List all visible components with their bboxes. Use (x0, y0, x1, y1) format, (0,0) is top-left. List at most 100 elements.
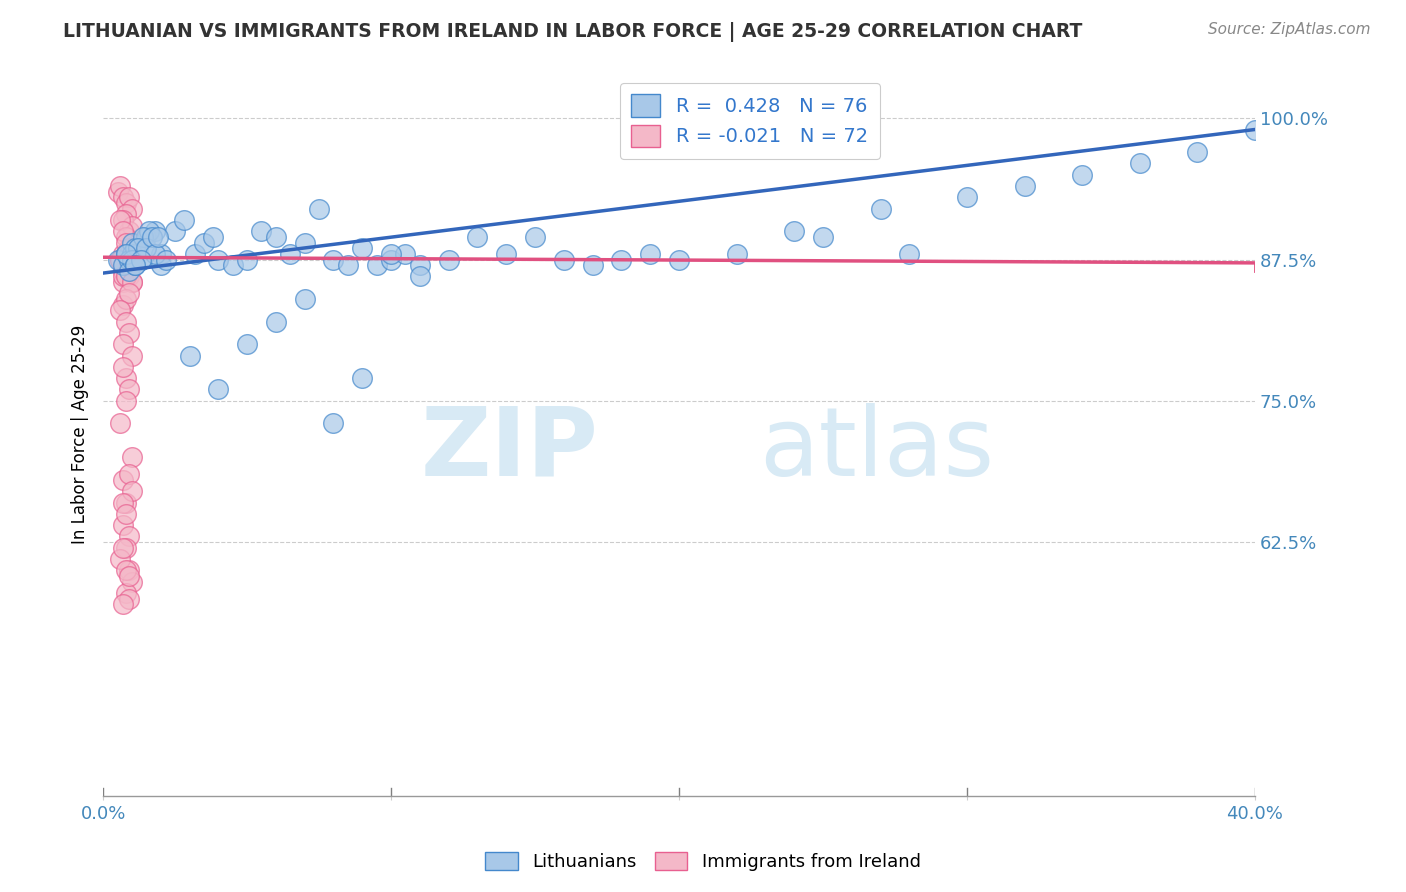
Point (135, 230, 157, 244)
Point (143, 224, 166, 238)
Point (118, 264, 141, 278)
Point (112, 269, 135, 284)
Point (308, 202, 330, 216)
Point (207, 383, 229, 397)
Point (118, 252, 141, 267)
Point (112, 541, 135, 555)
Point (155, 252, 177, 267)
Point (118, 591, 141, 606)
Point (115, 315, 138, 329)
Point (294, 235, 316, 250)
Point (869, 202, 891, 216)
Point (110, 552, 132, 566)
Point (294, 292, 316, 306)
Point (115, 247, 138, 261)
Point (118, 326, 141, 340)
Point (124, 258, 146, 272)
Point (110, 179, 132, 194)
Point (409, 269, 432, 284)
Point (467, 230, 489, 244)
Point (207, 252, 229, 267)
Point (121, 275, 143, 289)
Point (115, 269, 138, 284)
Point (121, 252, 143, 267)
Point (112, 224, 135, 238)
Point (112, 359, 135, 374)
Point (118, 241, 141, 255)
Point (380, 247, 402, 261)
Point (118, 269, 141, 284)
Point (112, 213, 135, 227)
Point (107, 185, 129, 199)
Point (118, 258, 141, 272)
Point (121, 450, 143, 465)
Point (236, 337, 259, 351)
Point (110, 303, 132, 318)
Point (115, 586, 138, 600)
Point (264, 315, 287, 329)
Point (1071, 168, 1094, 182)
Point (322, 252, 344, 267)
Point (118, 563, 141, 577)
Point (121, 258, 143, 272)
Point (115, 247, 138, 261)
Point (127, 241, 149, 255)
Point (118, 383, 141, 397)
Point (118, 529, 141, 543)
Point (118, 467, 141, 482)
Point (173, 213, 195, 227)
Point (115, 230, 138, 244)
Point (149, 247, 172, 261)
Point (107, 252, 129, 267)
Point (138, 224, 160, 238)
Point (121, 235, 143, 250)
Point (115, 264, 138, 278)
Point (112, 258, 135, 272)
Point (149, 258, 172, 272)
Point (118, 224, 141, 238)
Point (115, 292, 138, 306)
Point (193, 235, 215, 250)
Point (115, 207, 138, 221)
Point (112, 298, 135, 312)
Point (118, 247, 141, 261)
Point (264, 230, 287, 244)
Point (121, 574, 143, 589)
Point (112, 473, 135, 487)
Text: LITHUANIAN VS IMMIGRANTS FROM IRELAND IN LABOR FORCE | AGE 25-29 CORRELATION CHA: LITHUANIAN VS IMMIGRANTS FROM IRELAND IN… (63, 22, 1083, 42)
Point (352, 371, 374, 385)
Point (143, 247, 166, 261)
Point (129, 252, 152, 267)
Point (124, 258, 146, 272)
Point (115, 196, 138, 211)
Point (278, 247, 301, 261)
Point (115, 371, 138, 385)
Point (394, 247, 416, 261)
Point (118, 569, 141, 583)
Point (129, 252, 152, 267)
Point (179, 349, 201, 363)
Point (112, 597, 135, 611)
Point (222, 258, 245, 272)
Point (112, 518, 135, 533)
Point (581, 258, 603, 272)
Point (115, 247, 138, 261)
Point (110, 252, 132, 267)
Point (112, 275, 135, 289)
Point (115, 541, 138, 555)
Point (783, 224, 806, 238)
Point (236, 252, 259, 267)
Point (638, 247, 661, 261)
Point (115, 269, 138, 284)
Point (118, 258, 141, 272)
Point (115, 393, 138, 408)
Point (121, 484, 143, 499)
Legend: Lithuanians, Immigrants from Ireland: Lithuanians, Immigrants from Ireland (478, 845, 928, 879)
Point (124, 241, 146, 255)
Point (115, 247, 138, 261)
Point (1014, 179, 1036, 194)
Point (322, 417, 344, 431)
Point (1187, 145, 1209, 160)
Point (118, 286, 141, 301)
Point (112, 258, 135, 272)
